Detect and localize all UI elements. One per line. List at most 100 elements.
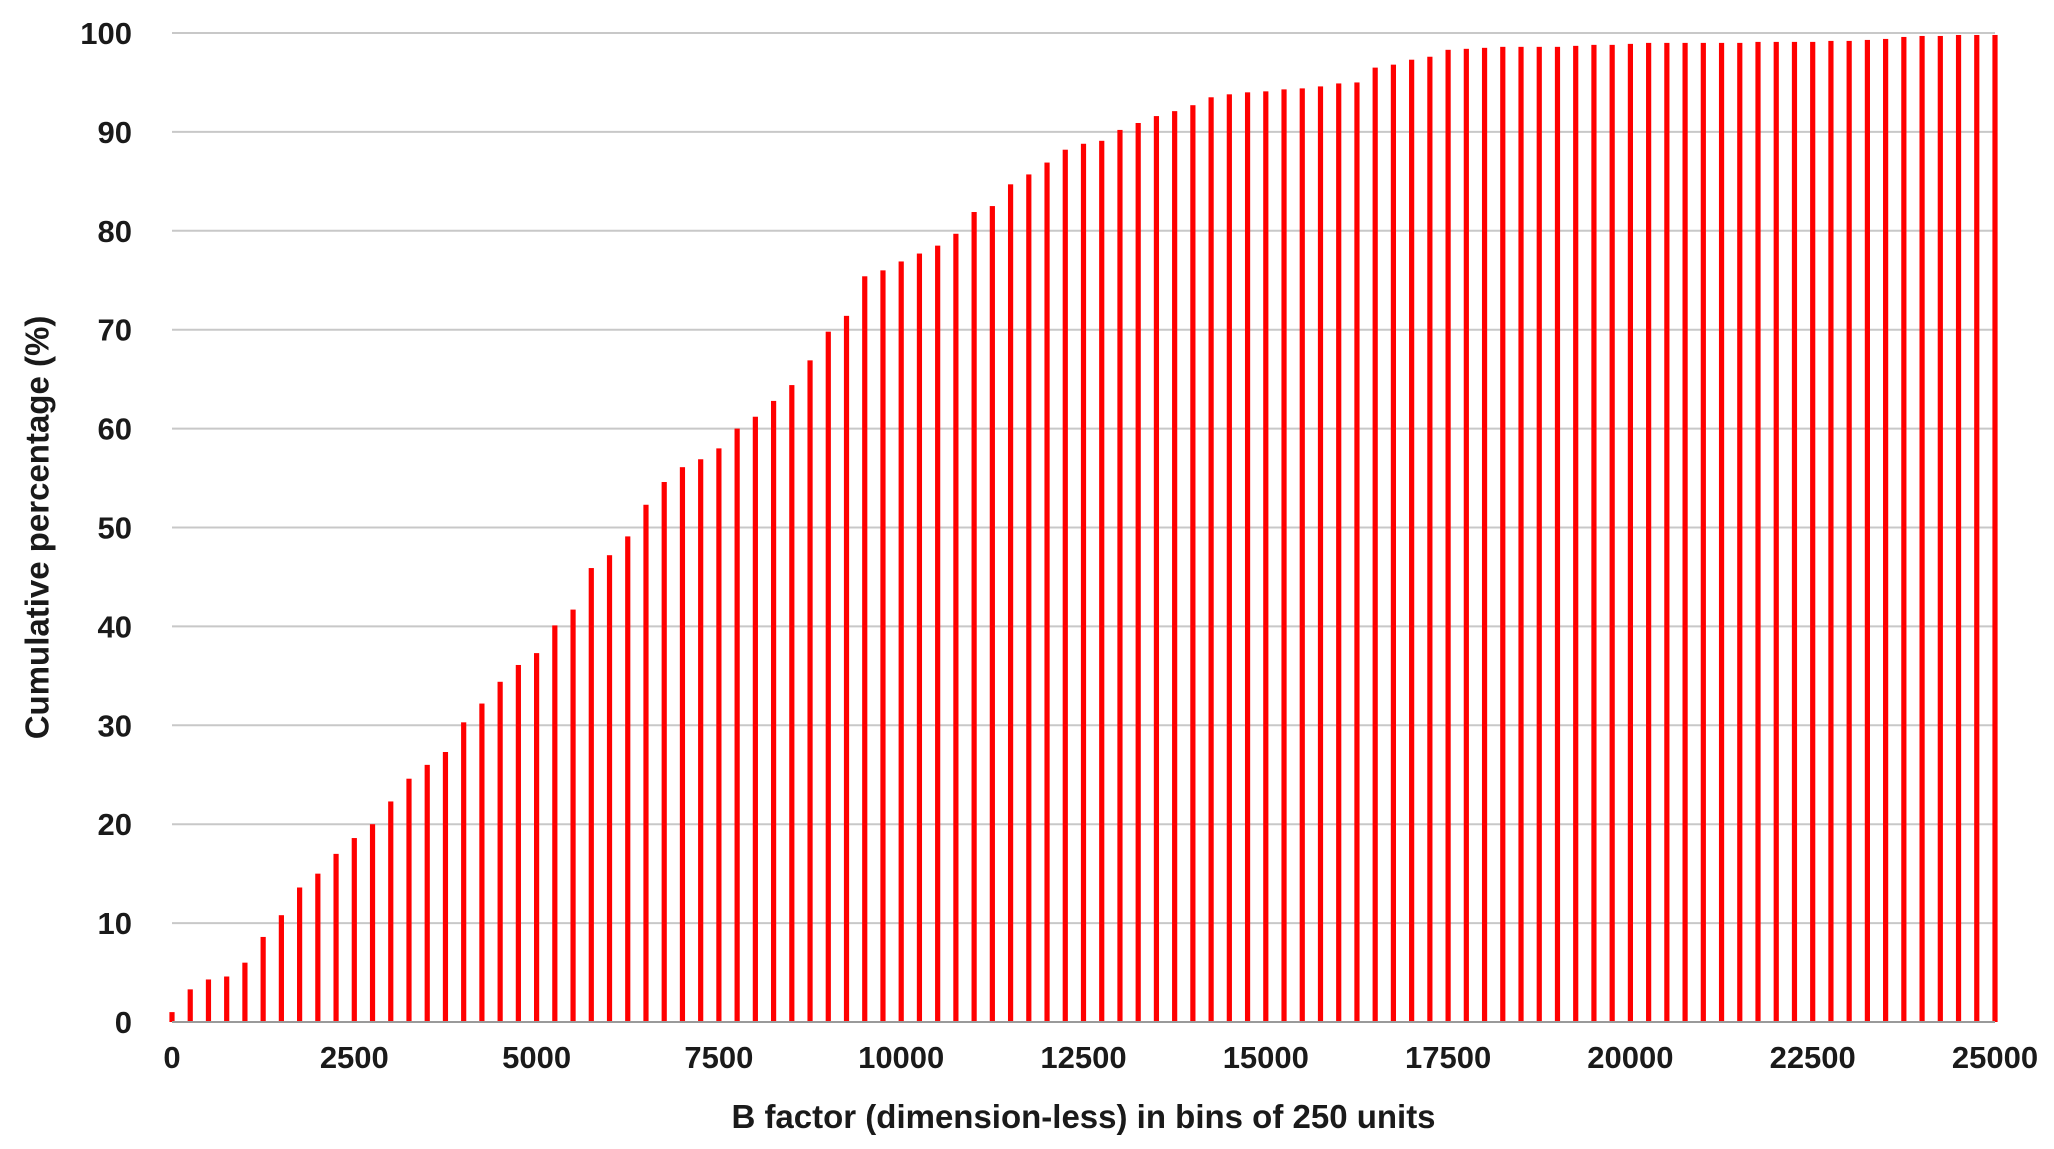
bars bbox=[169, 34, 1998, 1023]
y-tick-labels: 0 10 20 30 40 50 60 70 80 90 100 bbox=[80, 16, 132, 1040]
bar bbox=[1463, 48, 1469, 1023]
x-tick-label: 5000 bbox=[502, 1040, 571, 1075]
bar bbox=[862, 276, 868, 1022]
bar bbox=[1810, 41, 1816, 1022]
bar bbox=[1864, 39, 1870, 1023]
bar bbox=[752, 416, 758, 1022]
bar bbox=[880, 270, 886, 1022]
y-tick-label: 40 bbox=[98, 609, 132, 644]
bar bbox=[825, 331, 831, 1023]
bar bbox=[770, 400, 777, 1023]
bar bbox=[534, 653, 540, 1022]
bar bbox=[369, 824, 376, 1022]
bar bbox=[1372, 67, 1378, 1023]
bar bbox=[1901, 36, 1907, 1023]
bar bbox=[1317, 86, 1324, 1022]
bar bbox=[843, 315, 850, 1022]
bar bbox=[898, 261, 904, 1023]
bar bbox=[1737, 42, 1743, 1022]
bar bbox=[1354, 82, 1360, 1022]
bar bbox=[935, 245, 941, 1022]
bar bbox=[916, 253, 923, 1022]
bar bbox=[625, 536, 631, 1022]
bar bbox=[388, 801, 394, 1022]
bar bbox=[807, 360, 813, 1022]
bar bbox=[716, 448, 722, 1022]
bar bbox=[1755, 41, 1761, 1022]
x-axis-title: B factor (dimension-less) in bins of 250… bbox=[731, 1098, 1435, 1135]
bar bbox=[1609, 44, 1615, 1023]
bar bbox=[1773, 41, 1779, 1022]
bar bbox=[1226, 94, 1232, 1023]
bar bbox=[1791, 41, 1798, 1022]
y-tick-label: 80 bbox=[98, 214, 132, 249]
bar bbox=[1718, 42, 1725, 1022]
bar bbox=[1172, 111, 1178, 1023]
bar bbox=[734, 428, 740, 1023]
bar bbox=[661, 482, 667, 1023]
bar bbox=[1682, 42, 1688, 1022]
bar bbox=[333, 853, 339, 1022]
bar bbox=[260, 936, 266, 1022]
bar bbox=[1700, 42, 1706, 1022]
bar bbox=[1007, 184, 1014, 1022]
bar bbox=[242, 962, 248, 1022]
bar bbox=[1336, 83, 1342, 1022]
bar bbox=[1190, 105, 1196, 1022]
bar bbox=[1427, 56, 1433, 1022]
bar bbox=[1500, 46, 1506, 1022]
x-tick-label: 10000 bbox=[858, 1040, 944, 1075]
bar bbox=[1955, 34, 1962, 1022]
bar bbox=[1153, 116, 1160, 1023]
x-tick-label: 22500 bbox=[1770, 1040, 1856, 1075]
y-tick-label: 50 bbox=[98, 511, 132, 546]
bar bbox=[497, 681, 503, 1022]
x-tick-label: 15000 bbox=[1223, 1040, 1309, 1075]
bar bbox=[1026, 174, 1032, 1022]
bar bbox=[698, 459, 704, 1022]
x-tick-label: 0 bbox=[163, 1040, 180, 1075]
y-tick-label: 90 bbox=[98, 115, 132, 150]
bar bbox=[515, 664, 521, 1022]
bar bbox=[1919, 35, 1925, 1023]
y-tick-label: 10 bbox=[98, 906, 132, 941]
x-tick-label: 12500 bbox=[1040, 1040, 1126, 1075]
bar bbox=[1208, 97, 1214, 1022]
bar bbox=[1244, 92, 1251, 1023]
bar bbox=[351, 838, 357, 1022]
bar bbox=[789, 385, 795, 1023]
x-tick-label: 7500 bbox=[684, 1040, 753, 1075]
y-tick-label: 20 bbox=[98, 807, 132, 842]
bar bbox=[1281, 89, 1287, 1023]
bar bbox=[1117, 129, 1123, 1022]
bar bbox=[1135, 122, 1141, 1022]
bar bbox=[1409, 59, 1415, 1022]
bar bbox=[1390, 64, 1397, 1022]
bar bbox=[479, 703, 485, 1022]
bar bbox=[1883, 38, 1889, 1022]
bar bbox=[406, 778, 412, 1022]
bar bbox=[1846, 40, 1852, 1023]
bar bbox=[1518, 46, 1524, 1022]
bar bbox=[1445, 49, 1451, 1023]
bar bbox=[1828, 40, 1834, 1023]
bar bbox=[1554, 46, 1561, 1022]
bar bbox=[643, 504, 649, 1022]
bar bbox=[989, 206, 995, 1022]
bar bbox=[1062, 149, 1068, 1022]
y-tick-label: 0 bbox=[115, 1005, 132, 1040]
bar bbox=[424, 764, 430, 1022]
x-tick-label: 25000 bbox=[1952, 1040, 2038, 1075]
bar bbox=[442, 752, 449, 1022]
y-tick-label: 30 bbox=[98, 708, 132, 743]
bar bbox=[1299, 88, 1305, 1022]
bar bbox=[1937, 35, 1943, 1023]
bar bbox=[1664, 42, 1670, 1022]
x-tick-label: 17500 bbox=[1405, 1040, 1491, 1075]
bar bbox=[1481, 47, 1488, 1022]
bar bbox=[1044, 162, 1050, 1022]
bar bbox=[205, 979, 212, 1022]
bar bbox=[297, 887, 303, 1022]
